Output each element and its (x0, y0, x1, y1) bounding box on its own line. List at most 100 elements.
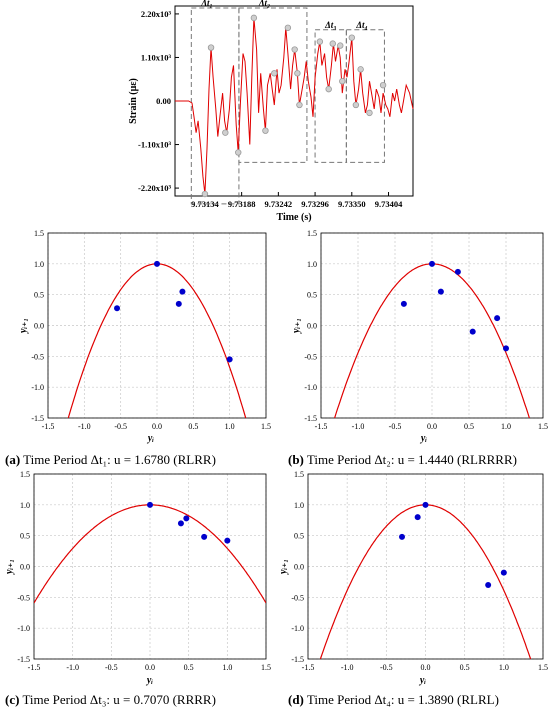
y-axis-label: yᵢ₊₁ (18, 318, 29, 334)
data-point (400, 300, 407, 307)
y-tick-label: -1.5 (291, 655, 304, 664)
strain-peak-marker (296, 101, 303, 109)
strain-peak-marker (262, 127, 269, 134)
y-tick-label: 0.0 (34, 322, 44, 331)
data-point (114, 305, 121, 312)
data-point (175, 300, 182, 307)
y-tick-label: 0.5 (294, 532, 304, 541)
y-tick-label: 1.5 (307, 229, 317, 238)
strain-x-axis-label: Time (s) (276, 212, 311, 223)
data-point (422, 501, 429, 508)
data-point (437, 288, 444, 295)
strain-y-tick-label: 1.10x10³ (141, 52, 172, 62)
x-tick-label: -1.0 (352, 422, 365, 431)
caption-b-text: Time Period Δt₂: u = 1.4440 (RLRRRR) (303, 452, 517, 467)
y-tick-label: -0.5 (304, 352, 317, 361)
return-map-c: -1.5-1.5 -1.0 -1.0 -0.5 -0.5 0.0 0.0 0.5 0.5 1.0 1… (4, 470, 271, 686)
caption-b: (b) Time Period Δt₂: u = 1.4440 (RLRRRR) (288, 452, 517, 468)
strain-plot-frame (174, 5, 414, 197)
x-axis-label: yᵢ (147, 433, 154, 444)
strain-box-4 (345, 29, 385, 163)
y-tick-label: 0.0 (294, 563, 304, 572)
strain-x-tick-label: 9.73404 (375, 199, 403, 209)
strain-peak-marker (284, 24, 292, 31)
strain-peak-marker (201, 190, 209, 198)
x-tick-label: -1.5 (42, 422, 55, 431)
strain-x-tick-label: 9.73134 (191, 199, 219, 209)
strain-peak-marker (379, 81, 387, 89)
strain-peak-marker (325, 85, 332, 93)
y-tick-label: -0.5 (31, 352, 44, 361)
x-tick-label: -0.5 (380, 663, 393, 672)
data-point (154, 260, 160, 267)
caption-d-text: Time Period Δt₄: u = 1.3890 (RLRL) (303, 692, 499, 707)
x-tick-label: 1.0 (222, 663, 232, 672)
data-point (485, 582, 492, 588)
strain-y-tick-label: 2.20x10³ (141, 9, 172, 19)
strain-peak-marker (291, 46, 298, 53)
caption-d-tag: (d) (288, 692, 304, 707)
y-tick-label: -1.0 (304, 383, 317, 392)
return-map-d: -1.5-1.5 -1.0 -1.0 -0.5 -0.5 0.0 0.0 0.5 0.5 1.0 1… (278, 470, 548, 686)
x-tick-label: -1.0 (341, 663, 354, 672)
strain-box-3 (314, 29, 347, 163)
strain-peak-marker (339, 78, 346, 85)
strain-x-tick-label: 9.73296 (301, 199, 329, 209)
y-tick-label: 0.5 (20, 532, 30, 541)
strain-peak-marker (294, 70, 301, 77)
x-tick-label: 0.0 (427, 422, 437, 431)
y-tick-label: -0.5 (17, 593, 30, 602)
y-tick-label: -1.5 (304, 414, 317, 423)
x-axis-label: yᵢ (419, 675, 426, 686)
x-tick-label: 0.5 (460, 663, 470, 672)
y-tick-label: 1.0 (34, 260, 44, 269)
y-tick-label: 1.5 (20, 470, 30, 479)
data-point (147, 501, 153, 508)
y-tick-label: -1.5 (31, 414, 44, 423)
caption-c: (c) Time Period Δt₃: u = 0.7070 (RRRR) (5, 692, 216, 708)
y-tick-label: 1.0 (294, 501, 304, 510)
y-axis-label: yᵢ₊₁ (291, 318, 302, 334)
return-map-a: -1.5-1.5 -1.0 -1.0 -0.5 -0.5 0.0 0.0 0.5 0.5 1.0 1… (18, 229, 271, 444)
caption-b-tag: (b) (288, 452, 304, 467)
data-point (500, 569, 507, 576)
strain-y-axis-label: Strain (με) (128, 78, 139, 124)
y-tick-label: -1.0 (17, 624, 30, 633)
x-tick-label: 0.5 (188, 422, 198, 431)
strain-y-tick-label: 0.00 (156, 96, 171, 106)
x-axis-label: yᵢ (146, 675, 153, 686)
strain-peak-marker (348, 34, 355, 41)
strain-peak-marker (352, 101, 360, 109)
y-tick-label: 0.0 (307, 322, 317, 331)
data-point (469, 328, 476, 335)
y-tick-label: -1.0 (31, 383, 44, 392)
data-point (179, 288, 186, 295)
strain-peak-marker (250, 14, 258, 22)
data-point (183, 515, 190, 522)
data-point (494, 315, 501, 322)
x-tick-label: -1.5 (315, 422, 328, 431)
strain-peak-marker (357, 66, 364, 73)
plot-frame (307, 473, 544, 660)
strain-peak-marker (337, 42, 344, 49)
strain-peak-marker (271, 70, 278, 77)
strain-peak-marker (222, 129, 229, 136)
y-axis-label: yᵢ₊₁ (4, 559, 15, 575)
caption-d: (d) Time Period Δt₄: u = 1.3890 (RLRL) (288, 692, 499, 708)
x-tick-label: 0.0 (145, 663, 155, 672)
x-tick-label: 1.0 (225, 422, 235, 431)
x-tick-label: -0.5 (114, 422, 127, 431)
data-point (503, 345, 509, 352)
data-point (454, 268, 461, 275)
data-point (226, 356, 233, 363)
y-tick-label: 0.5 (307, 291, 317, 300)
x-tick-label: -0.5 (389, 422, 402, 431)
y-tick-label: 1.5 (294, 470, 304, 479)
strain-peak-marker (316, 38, 324, 45)
strain-box-label-2: Δt₂ (258, 0, 270, 8)
strain-peak-marker (366, 109, 373, 117)
x-tick-label: 1.0 (499, 663, 509, 672)
x-tick-label: 0.5 (464, 422, 474, 431)
plot-frame (33, 473, 267, 660)
x-tick-label: -1.0 (78, 422, 91, 431)
